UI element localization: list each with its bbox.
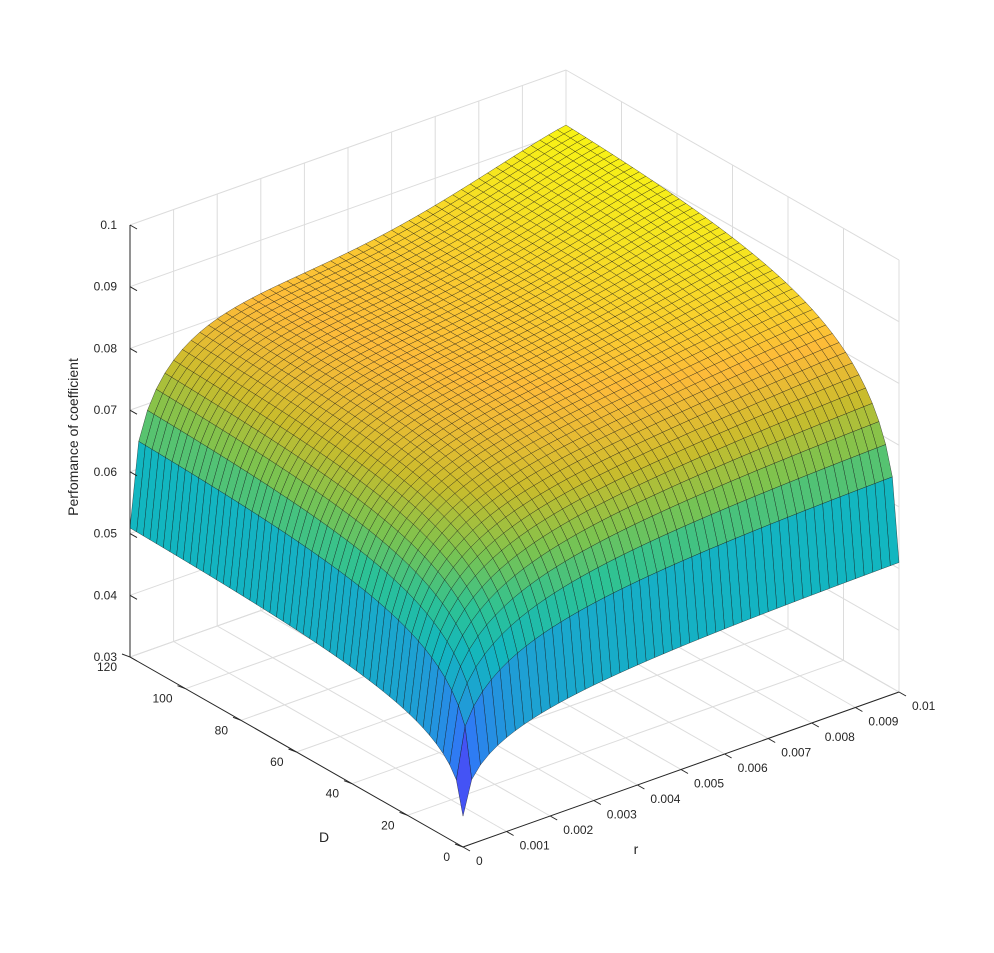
x-tick-label: 0.007: [781, 746, 811, 760]
tick-labels: 0 0.001 0.002 0.003 0.004 0.005 0.006 0.007 0.00…: [94, 218, 936, 868]
y-axis-label: D: [319, 829, 329, 845]
surface-mesh: [129, 124, 900, 817]
z-tick-mark: [129, 471, 138, 477]
y-tick-mark: [177, 685, 186, 690]
grid-line-z-wall-a: [129, 69, 567, 226]
y-tick-label: 20: [381, 818, 395, 832]
y-tick-mark: [121, 653, 131, 658]
z-tick-mark: [129, 224, 138, 230]
surface-patch: [456, 726, 472, 817]
z-tick-label: 0.1: [100, 218, 117, 232]
x-tick-mark: [593, 800, 602, 805]
y-tick-label: 120: [97, 660, 117, 674]
z-tick-label: 0.08: [94, 341, 118, 355]
y-tick-mark: [288, 748, 297, 753]
x-tick-label: 0.01: [912, 699, 936, 713]
x-tick-label: 0: [476, 854, 483, 868]
z-tick-mark: [129, 594, 138, 600]
z-tick-mark: [129, 656, 138, 662]
grid-line-z-wall-b: [565, 69, 900, 261]
y-tick-mark: [343, 780, 353, 785]
x-tick-mark: [855, 707, 863, 712]
x-tick-mark: [811, 722, 820, 728]
y-tick-label: 100: [152, 692, 172, 706]
x-tick-label: 0.006: [738, 761, 768, 775]
z-tick-label: 0.06: [94, 465, 118, 479]
x-tick-mark: [637, 784, 645, 790]
z-tick-mark: [129, 286, 138, 292]
x-tick-mark: [506, 831, 514, 836]
x-tick-label: 0.003: [607, 808, 637, 822]
x-axis-label: r: [634, 841, 639, 857]
y-tick-label: 40: [326, 787, 340, 801]
z-tick-mark: [129, 409, 138, 415]
x-tick-label: 0.008: [825, 730, 855, 744]
z-tick-label: 0.05: [94, 527, 118, 541]
z-tick-label: 0.04: [94, 588, 118, 602]
x-tick-label: 0.009: [868, 715, 898, 729]
x-tick-mark: [898, 691, 907, 697]
x-tick-mark: [549, 815, 558, 821]
z-tick-label: 0.09: [94, 280, 118, 294]
z-axis-label: Perfomance of coefficient: [65, 358, 81, 516]
x-tick-label: 0.004: [650, 792, 680, 806]
z-tick-label: 0.07: [94, 403, 118, 417]
y-tick-mark: [399, 811, 408, 816]
y-tick-mark: [232, 716, 242, 721]
y-tick-label: 60: [270, 755, 284, 769]
grid-line-y-floor: [407, 659, 844, 816]
x-tick-mark: [462, 846, 471, 852]
x-tick-label: 0.002: [563, 823, 593, 837]
z-tick-mark: [129, 347, 138, 353]
y-tick-mark: [454, 843, 464, 848]
y-tick-label: 0: [443, 850, 450, 864]
z-tick-label: 0.03: [94, 650, 118, 664]
x-tick-mark: [724, 753, 732, 759]
z-tick-mark: [129, 533, 138, 539]
x-tick-label: 0.005: [694, 777, 724, 791]
x-tick-mark: [680, 769, 689, 774]
grid-line-y-floor: [351, 628, 789, 785]
grid-line-z-wall-a: [129, 131, 567, 288]
x-tick-mark: [767, 738, 776, 743]
y-tick-label: 80: [215, 723, 229, 737]
x-tick-label: 0.001: [520, 839, 550, 853]
